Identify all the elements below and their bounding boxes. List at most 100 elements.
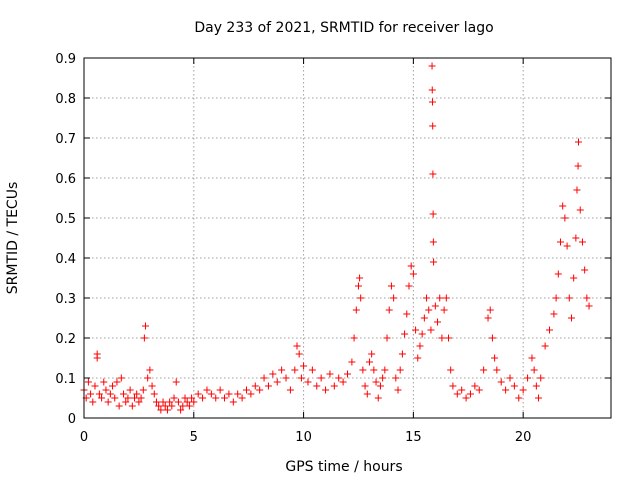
data-point — [168, 402, 176, 410]
data-point — [359, 366, 367, 374]
data-point — [161, 402, 169, 410]
data-point — [365, 358, 373, 366]
data-point — [447, 366, 455, 374]
y-tick-label: 0 — [68, 412, 76, 427]
data-point — [166, 398, 174, 406]
data-point — [578, 238, 586, 246]
data-point — [390, 294, 398, 302]
data-point — [190, 398, 198, 406]
y-tick-label: 0.6 — [55, 172, 76, 187]
data-point — [140, 334, 148, 342]
axis-ticks: 0 0.1 0.2 0.3 0.4 0.5 0.6 0.7 0.8 0.9 0 5 10 15 20 — [55, 52, 611, 445]
data-point — [572, 234, 580, 242]
data-point — [326, 370, 334, 378]
y-tick-label: 0.9 — [55, 52, 76, 67]
data-point — [317, 374, 325, 382]
data-point — [350, 334, 358, 342]
data-point — [115, 402, 123, 410]
y-axis-label: SRMTID / TECUs — [5, 182, 21, 295]
data-point — [179, 402, 187, 410]
data-point — [374, 394, 382, 402]
data-point — [339, 378, 347, 386]
data-point — [583, 294, 591, 302]
data-point — [278, 366, 286, 374]
data-point — [575, 138, 583, 146]
data-point — [497, 378, 505, 386]
data-point — [423, 294, 431, 302]
y-tick-label: 0.4 — [55, 252, 76, 267]
plot-frame — [83, 57, 612, 419]
data-point — [528, 354, 536, 362]
y-tick-label: 0.5 — [55, 212, 76, 227]
data-point — [405, 282, 413, 290]
data-point — [273, 378, 281, 386]
data-point — [425, 306, 433, 314]
data-point — [532, 382, 540, 390]
data-point — [181, 394, 189, 402]
data-point — [403, 310, 411, 318]
data-points — [80, 62, 593, 414]
data-point — [428, 86, 436, 94]
data-point — [398, 350, 406, 358]
data-point — [113, 378, 121, 386]
data-point — [183, 398, 191, 406]
y-tick-label: 0.2 — [55, 332, 76, 347]
data-point — [502, 386, 510, 394]
data-point — [330, 382, 338, 390]
data-point — [449, 382, 457, 390]
data-point — [356, 274, 364, 282]
data-point — [458, 386, 466, 394]
data-point — [117, 374, 125, 382]
data-point — [363, 390, 371, 398]
data-point — [203, 386, 211, 394]
data-point — [466, 390, 474, 398]
data-point — [556, 238, 564, 246]
data-point — [155, 402, 163, 410]
data-point — [445, 334, 453, 342]
data-point — [177, 406, 185, 414]
data-point — [418, 330, 426, 338]
data-point — [126, 386, 134, 394]
data-point — [565, 294, 573, 302]
x-tick-label: 10 — [295, 430, 312, 445]
data-point — [493, 366, 501, 374]
data-point — [563, 242, 571, 250]
data-point — [308, 366, 316, 374]
data-point — [251, 382, 259, 390]
data-point — [128, 402, 136, 410]
data-point — [581, 266, 589, 274]
data-point — [91, 382, 99, 390]
data-point — [484, 314, 492, 322]
data-point — [409, 270, 417, 278]
data-point — [199, 394, 207, 402]
data-point — [414, 354, 422, 362]
data-point — [429, 170, 437, 178]
data-point — [170, 394, 178, 402]
data-point — [109, 382, 117, 390]
data-point — [286, 386, 294, 394]
data-point — [519, 386, 527, 394]
data-point — [429, 210, 437, 218]
data-point — [216, 386, 224, 394]
data-point — [387, 282, 395, 290]
y-tick-label: 0.8 — [55, 92, 76, 107]
y-tick-label: 0.7 — [55, 132, 76, 147]
data-point — [368, 350, 376, 358]
x-axis-label: GPS time / hours — [285, 459, 402, 475]
data-point — [552, 294, 560, 302]
data-point — [93, 350, 101, 358]
data-point — [361, 382, 369, 390]
data-point — [291, 366, 299, 374]
data-point — [434, 318, 442, 326]
data-point — [420, 314, 428, 322]
data-point — [559, 202, 567, 210]
data-point — [567, 314, 575, 322]
data-point — [185, 402, 193, 410]
data-point — [376, 382, 384, 390]
data-point — [144, 374, 152, 382]
data-point — [550, 310, 558, 318]
data-point — [221, 394, 229, 402]
x-tick-label: 15 — [405, 430, 422, 445]
data-point — [416, 342, 424, 350]
data-point — [429, 122, 437, 130]
